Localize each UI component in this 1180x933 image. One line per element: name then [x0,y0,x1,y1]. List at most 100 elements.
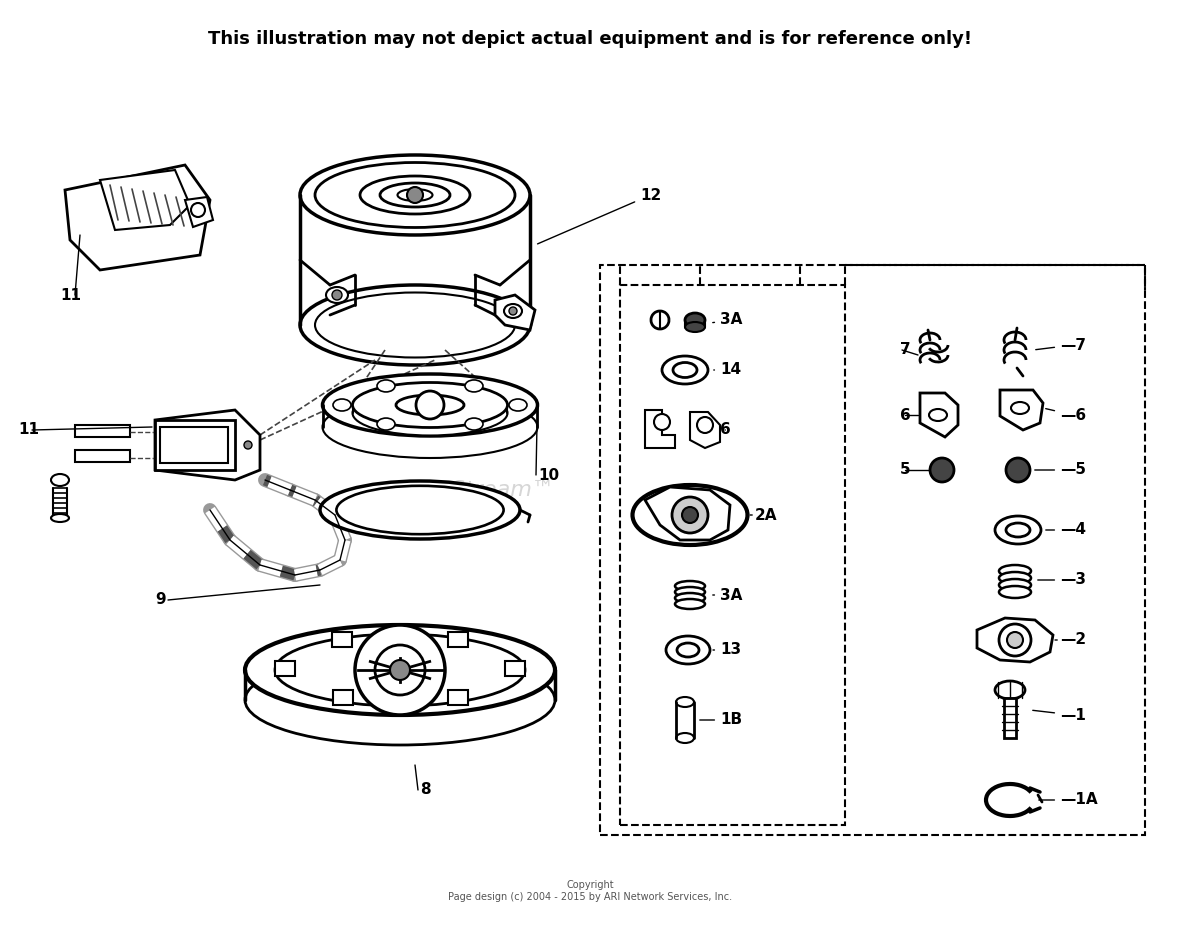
Ellipse shape [315,293,514,357]
Bar [620,285,845,825]
Text: 11: 11 [60,287,81,302]
Ellipse shape [929,409,948,421]
Circle shape [191,203,205,217]
Text: 5: 5 [900,463,911,478]
Ellipse shape [379,498,461,522]
Text: This illustration may not depict actual equipment and is for reference only!: This illustration may not depict actual … [208,30,972,48]
Ellipse shape [354,491,486,529]
Text: —6: —6 [1045,408,1086,423]
Ellipse shape [676,733,694,743]
Ellipse shape [999,565,1031,577]
Bar [76,450,130,462]
Text: —1A: —1A [1038,792,1097,807]
Polygon shape [690,412,720,448]
Ellipse shape [360,176,470,214]
Circle shape [999,624,1031,656]
Bar [76,425,130,437]
Ellipse shape [666,636,710,664]
Ellipse shape [376,418,395,430]
Text: —2: —2 [1055,633,1086,648]
Circle shape [682,507,699,523]
Bar [275,661,295,676]
Polygon shape [65,165,210,270]
Polygon shape [155,410,260,480]
Text: 6: 6 [720,423,730,438]
Polygon shape [155,420,235,470]
Ellipse shape [353,383,507,427]
Bar [333,632,353,647]
Ellipse shape [999,586,1031,598]
Ellipse shape [676,697,694,707]
Text: —5: —5 [1035,463,1086,478]
Bar [505,661,525,676]
Text: 10: 10 [538,467,559,482]
Bar [333,690,353,705]
Polygon shape [160,427,228,463]
Ellipse shape [315,162,514,228]
Text: 9: 9 [155,592,165,607]
Text: 6: 6 [900,408,911,423]
Ellipse shape [320,481,520,539]
Bar [1004,698,1016,738]
Ellipse shape [362,494,478,527]
Circle shape [244,441,253,449]
Ellipse shape [300,285,530,365]
Ellipse shape [995,516,1041,544]
Ellipse shape [465,418,483,430]
Ellipse shape [1007,523,1030,537]
Polygon shape [645,487,730,540]
Ellipse shape [999,579,1031,591]
Circle shape [509,307,517,315]
Text: 11: 11 [18,423,39,438]
Ellipse shape [245,625,555,715]
Ellipse shape [275,634,525,706]
Ellipse shape [396,395,464,415]
Ellipse shape [504,304,522,318]
Circle shape [355,625,445,715]
Polygon shape [999,390,1043,430]
Bar [599,265,1145,835]
Ellipse shape [345,488,496,532]
Text: PartStream™: PartStream™ [406,480,555,500]
Ellipse shape [675,581,704,591]
Ellipse shape [333,399,350,411]
Polygon shape [494,295,535,330]
Ellipse shape [675,599,704,609]
Circle shape [407,187,422,203]
Text: —3: —3 [1037,573,1086,588]
Text: 12: 12 [538,188,661,244]
Ellipse shape [322,374,538,436]
Bar [447,690,467,705]
Circle shape [1007,458,1030,482]
Ellipse shape [326,287,348,303]
Circle shape [671,497,708,533]
Ellipse shape [509,399,527,411]
Text: Page design (c) 2004 - 2015 by ARI Network Services, Inc.: Page design (c) 2004 - 2015 by ARI Netwo… [448,892,732,902]
Text: 3A: 3A [713,588,742,603]
Ellipse shape [465,380,483,392]
Text: 13: 13 [713,643,741,658]
Polygon shape [645,410,675,448]
Circle shape [391,660,409,680]
Ellipse shape [677,643,699,657]
Ellipse shape [662,356,708,384]
Polygon shape [920,393,958,437]
Text: —1: —1 [1032,707,1086,722]
Text: 3A: 3A [713,313,742,327]
Ellipse shape [51,474,68,486]
Ellipse shape [396,503,444,517]
Polygon shape [100,170,190,230]
Ellipse shape [995,681,1025,699]
Ellipse shape [1011,402,1029,414]
Ellipse shape [51,514,68,522]
Ellipse shape [675,593,704,603]
Text: 14: 14 [714,363,741,378]
Polygon shape [185,197,214,227]
Ellipse shape [336,486,504,535]
Ellipse shape [398,189,433,201]
Text: 8: 8 [420,783,431,798]
Circle shape [1007,632,1023,648]
Ellipse shape [999,572,1031,584]
Bar [447,632,467,647]
Circle shape [697,417,713,433]
